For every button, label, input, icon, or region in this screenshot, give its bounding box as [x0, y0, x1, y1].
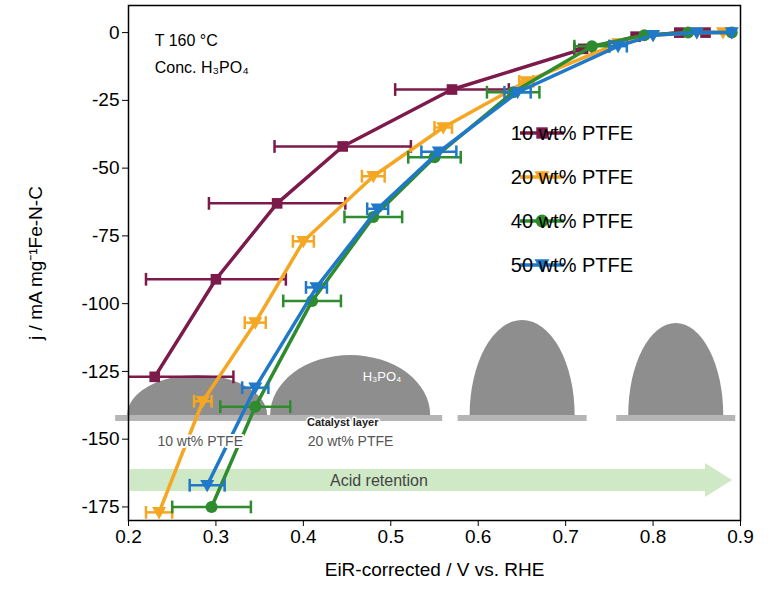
svg-text:20 wt% PTFE: 20 wt% PTFE — [308, 433, 394, 449]
svg-text:T 160 °C: T 160 °C — [155, 32, 218, 49]
svg-text:-125: -125 — [81, 361, 119, 382]
svg-text:-150: -150 — [81, 428, 119, 449]
svg-text:EiR-corrected / V vs. RHE: EiR-corrected / V vs. RHE — [325, 559, 545, 580]
svg-text:0.8: 0.8 — [640, 526, 666, 547]
svg-text:-25: -25 — [92, 89, 119, 110]
svg-text:0.3: 0.3 — [203, 526, 229, 547]
svg-text:40 wt% PTFE: 40 wt% PTFE — [511, 210, 633, 232]
svg-text:-100: -100 — [81, 293, 119, 314]
svg-text:Conc. H₃PO₄: Conc. H₃PO₄ — [155, 59, 249, 76]
svg-text:Catalyst layer: Catalyst layer — [307, 416, 379, 428]
svg-text:H₃PO₄: H₃PO₄ — [363, 369, 402, 384]
svg-text:0.2: 0.2 — [115, 526, 141, 547]
svg-text:10 wt% PTFE: 10 wt% PTFE — [157, 433, 243, 449]
svg-text:50 wt% PTFE: 50 wt% PTFE — [511, 254, 633, 276]
svg-text:-75: -75 — [92, 225, 119, 246]
svg-text:Acid retention: Acid retention — [330, 472, 428, 489]
svg-text:0.6: 0.6 — [465, 526, 491, 547]
svg-text:20 wt% PTFE: 20 wt% PTFE — [511, 166, 633, 188]
svg-text:0: 0 — [109, 22, 120, 43]
svg-text:10 wt% PTFE: 10 wt% PTFE — [511, 122, 633, 144]
svg-text:0.5: 0.5 — [378, 526, 404, 547]
svg-text:0.9: 0.9 — [727, 526, 753, 547]
svg-text:0.7: 0.7 — [552, 526, 578, 547]
svg-text:0.4: 0.4 — [290, 526, 317, 547]
svg-text:j / mA mg⁻¹Fe-N-C: j / mA mg⁻¹Fe-N-C — [25, 186, 46, 341]
svg-text:-175: -175 — [81, 496, 119, 517]
svg-text:-50: -50 — [92, 157, 119, 178]
